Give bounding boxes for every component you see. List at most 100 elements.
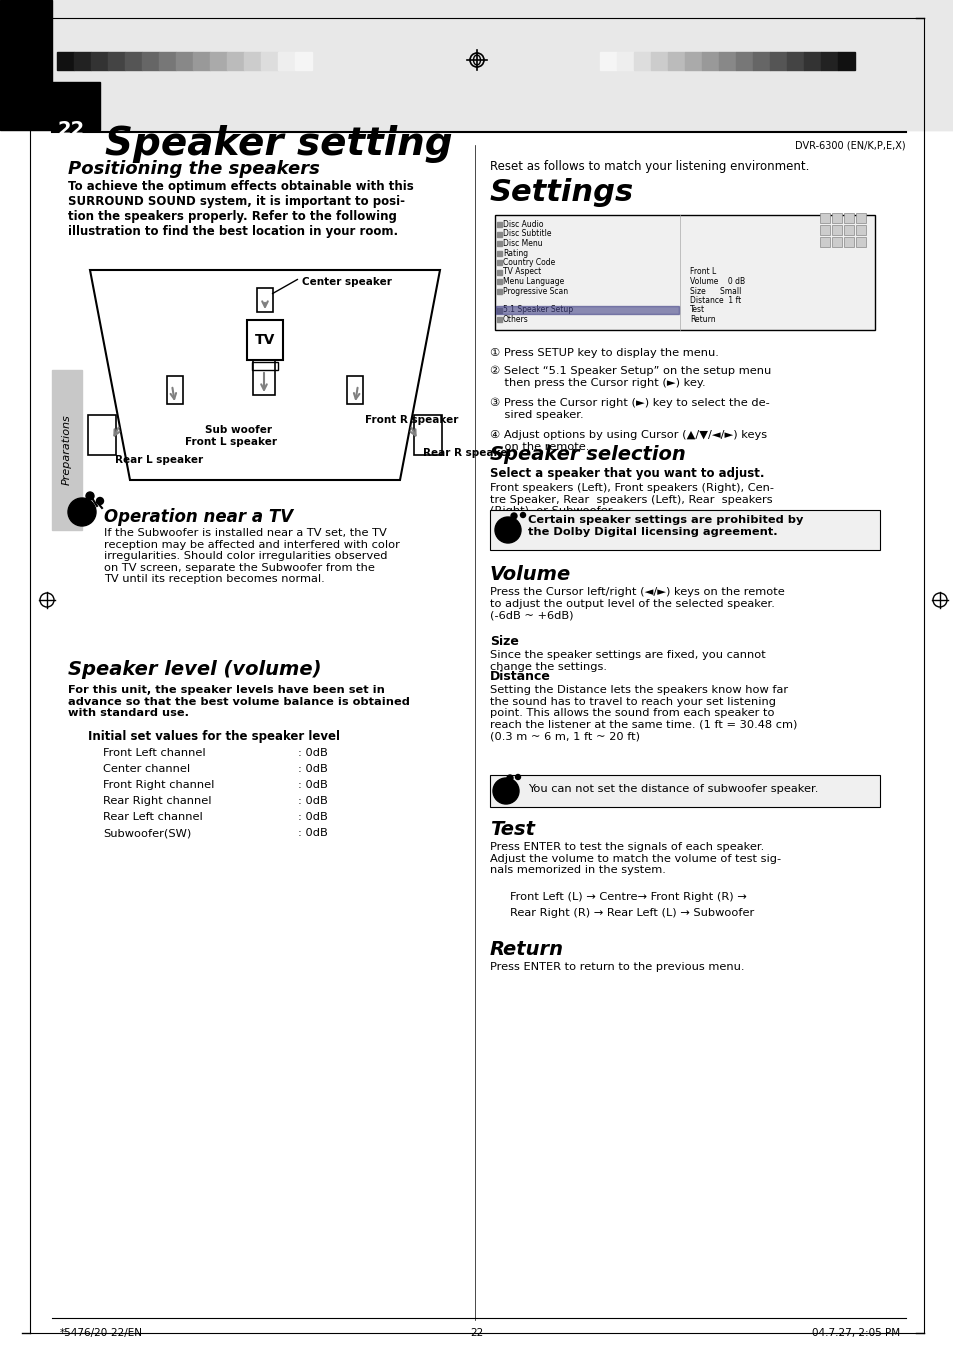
Bar [855, 213, 865, 223]
Bar [719, 51, 735, 70]
Text: Rear R speaker: Rear R speaker [422, 449, 512, 458]
Bar [843, 213, 853, 223]
Text: Volume: Volume [490, 565, 571, 584]
Circle shape [520, 512, 525, 517]
Text: TV: TV [254, 332, 274, 347]
Text: For this unit, the speaker levels have been set in
advance so that the best volu: For this unit, the speaker levels have b… [68, 685, 410, 719]
Circle shape [511, 513, 517, 519]
Text: Size      Small: Size Small [689, 286, 740, 296]
Text: Rear L speaker: Rear L speaker [115, 455, 203, 465]
Text: Front L: Front L [689, 267, 716, 277]
Text: TV Aspect: TV Aspect [502, 267, 540, 277]
Text: Press ENTER to return to the previous menu.: Press ENTER to return to the previous me… [490, 962, 743, 971]
Text: Speaker selection: Speaker selection [490, 444, 685, 463]
Text: 04.7.27, 2:05 PM: 04.7.27, 2:05 PM [811, 1328, 899, 1337]
Bar [843, 236, 853, 247]
Bar [294, 51, 312, 70]
Bar [256, 288, 273, 312]
Text: : 0dB: : 0dB [297, 796, 328, 807]
Text: Front L speaker: Front L speaker [185, 436, 276, 447]
Text: Front speakers (Left), Front speakers (Right), Cen-
tre Speaker, Rear  speakers : Front speakers (Left), Front speakers (R… [490, 484, 773, 516]
Text: Distance  1 ft: Distance 1 ft [689, 296, 740, 305]
Bar [769, 51, 786, 70]
Text: Disc Menu: Disc Menu [502, 239, 542, 249]
Text: Test: Test [689, 305, 704, 315]
Bar [496, 305, 679, 313]
Text: Setting the Distance lets the speakers know how far
the sound has to travel to r: Setting the Distance lets the speakers k… [490, 685, 797, 742]
Text: Disc Audio: Disc Audio [502, 220, 543, 230]
Circle shape [515, 774, 520, 780]
Circle shape [68, 499, 96, 526]
Text: Size: Size [490, 635, 518, 648]
Text: Rear Right (R) → Rear Left (L) → Subwoofer: Rear Right (R) → Rear Left (L) → Subwoof… [510, 908, 754, 917]
Text: Positioning the speakers: Positioning the speakers [68, 159, 319, 178]
Bar [497, 280, 501, 284]
Circle shape [86, 492, 94, 500]
Bar [634, 51, 650, 70]
Text: ④ Adjust options by using Cursor (▲/▼/◄/►) keys
    on the remote.: ④ Adjust options by using Cursor (▲/▼/◄/… [490, 430, 766, 451]
Text: Note: Note [71, 508, 93, 516]
Text: Center speaker: Center speaker [302, 277, 392, 286]
Text: Rear Left channel: Rear Left channel [103, 812, 203, 821]
Text: Country Code: Country Code [502, 258, 555, 267]
Bar [497, 259, 501, 265]
Text: If the Subwoofer is installed near a TV set, the TV
reception may be affected an: If the Subwoofer is installed near a TV … [104, 528, 399, 585]
Bar [175, 51, 193, 70]
Bar [347, 376, 363, 404]
Text: You can not set the distance of subwoofer speaker.: You can not set the distance of subwoofe… [527, 784, 818, 794]
Bar [0, 0, 52, 130]
Text: : 0dB: : 0dB [297, 780, 328, 790]
Bar [752, 51, 769, 70]
Bar [497, 231, 501, 236]
Text: ③ Press the Cursor right (►) key to select the de-
    sired speaker.: ③ Press the Cursor right (►) key to sele… [490, 399, 769, 420]
Bar [497, 240, 501, 246]
Circle shape [506, 775, 513, 781]
Text: Preparations: Preparations [62, 415, 71, 485]
Text: Menu Language: Menu Language [502, 277, 563, 286]
Bar [837, 51, 854, 70]
Bar [247, 320, 283, 359]
Text: 22: 22 [58, 120, 85, 139]
Text: Since the speaker settings are fixed, you cannot
change the settings.: Since the speaker settings are fixed, yo… [490, 650, 765, 671]
Bar [193, 51, 210, 70]
Bar [142, 51, 159, 70]
Bar [490, 775, 879, 807]
Text: Center channel: Center channel [103, 765, 190, 774]
Text: : 0dB: : 0dB [297, 765, 328, 774]
Bar [497, 269, 501, 274]
Bar [244, 51, 261, 70]
Text: *5476/20-22/EN: *5476/20-22/EN [60, 1328, 143, 1337]
Text: Test: Test [490, 820, 535, 839]
Text: 5.1 Speaker Setup: 5.1 Speaker Setup [502, 305, 573, 315]
Bar [252, 362, 277, 370]
Circle shape [96, 497, 103, 504]
Bar [497, 289, 501, 293]
Text: Progressive Scan: Progressive Scan [502, 286, 568, 296]
Bar [831, 213, 841, 223]
Text: Front R speaker: Front R speaker [365, 415, 457, 426]
Bar [617, 51, 634, 70]
Bar [735, 51, 752, 70]
Text: Press ENTER to test the signals of each speaker.
Adjust the volume to match the : Press ENTER to test the signals of each … [490, 842, 781, 875]
Bar [167, 376, 183, 404]
Bar [831, 226, 841, 235]
Text: Volume    0 dB: Volume 0 dB [689, 277, 744, 286]
Text: To achieve the optimum effects obtainable with this
SURROUND SOUND system, it is: To achieve the optimum effects obtainabl… [68, 180, 414, 238]
Text: Disc Subtitle: Disc Subtitle [502, 230, 551, 239]
Text: DVR-6300 (EN/K,P,E,X): DVR-6300 (EN/K,P,E,X) [795, 141, 905, 150]
Text: Front Right channel: Front Right channel [103, 780, 214, 790]
Text: Return: Return [490, 940, 563, 959]
Text: Front Left (L) → Centre→ Front Right (R) →: Front Left (L) → Centre→ Front Right (R)… [510, 892, 746, 902]
Bar [52, 82, 100, 130]
Bar [74, 51, 91, 70]
Bar [88, 415, 116, 455]
Bar [490, 509, 879, 550]
Bar [803, 51, 821, 70]
Bar [684, 51, 701, 70]
Text: Speaker setting: Speaker setting [105, 126, 452, 163]
Bar [786, 51, 803, 70]
Circle shape [493, 778, 518, 804]
Bar [650, 51, 667, 70]
Bar [820, 226, 829, 235]
Text: Note: Note [497, 526, 517, 535]
